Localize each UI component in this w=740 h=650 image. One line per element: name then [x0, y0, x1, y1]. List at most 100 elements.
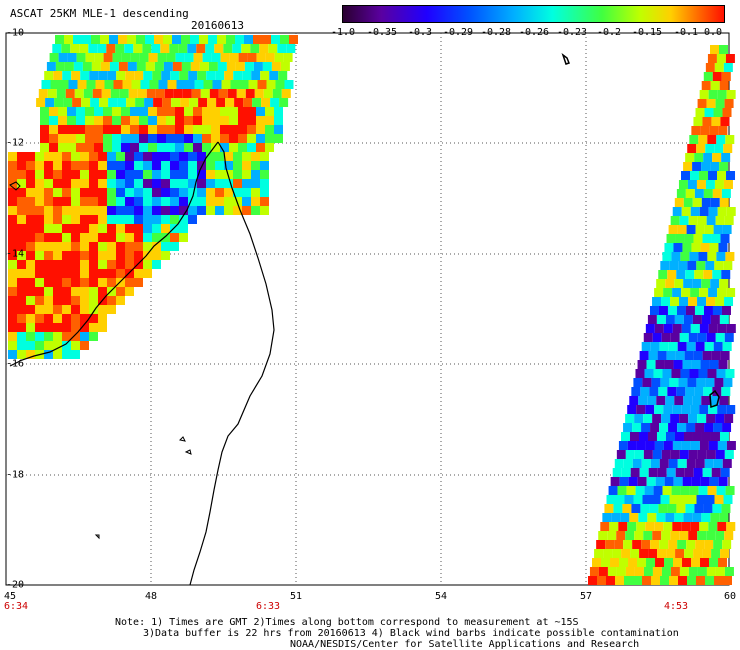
wind-cell	[598, 567, 608, 576]
wind-cell	[89, 260, 98, 269]
wind-cell	[206, 71, 216, 80]
wind-cell	[109, 62, 119, 71]
wind-cell	[161, 251, 170, 260]
wind-cell	[238, 134, 247, 143]
wind-cell	[121, 53, 131, 62]
wind-cell	[674, 279, 684, 288]
wind-cell	[596, 540, 606, 549]
wind-cell	[40, 143, 49, 152]
wind-cell	[62, 242, 71, 251]
wind-cell	[67, 134, 76, 143]
wind-cell	[642, 378, 652, 387]
wind-cell	[232, 44, 242, 53]
wind-cell	[211, 125, 220, 134]
wind-cell	[717, 324, 727, 333]
wind-cell	[193, 143, 202, 152]
wind-cell	[161, 233, 170, 242]
wind-cell	[614, 540, 624, 549]
wind-cell	[643, 450, 653, 459]
wind-cell	[649, 306, 659, 315]
wind-cell	[8, 233, 17, 242]
wind-cell	[600, 522, 610, 531]
wind-cell	[645, 522, 655, 531]
wind-cell	[98, 287, 107, 296]
wind-cell	[681, 207, 691, 216]
wind-cell	[702, 351, 712, 360]
wind-cell	[202, 125, 211, 134]
wind-cell	[708, 324, 718, 333]
wind-cell	[229, 143, 238, 152]
wind-cell	[188, 170, 197, 179]
wind-cell	[134, 152, 143, 161]
wind-cell	[710, 162, 720, 171]
wind-cell	[280, 62, 290, 71]
wind-cell	[688, 414, 698, 423]
wind-cell	[71, 278, 80, 287]
wind-cell	[220, 125, 229, 134]
wind-cell	[161, 188, 170, 197]
wind-cell	[116, 224, 125, 233]
wind-cell	[8, 197, 17, 206]
wind-cell	[47, 89, 57, 98]
wind-cell	[179, 179, 188, 188]
wind-cell	[53, 242, 62, 251]
wind-cell	[621, 468, 631, 477]
wind-cell	[270, 98, 280, 107]
wind-cell	[704, 423, 714, 432]
wind-cell	[725, 369, 735, 378]
wind-cell	[716, 135, 726, 144]
wind-cell	[704, 342, 714, 351]
wind-cell	[713, 342, 723, 351]
wind-cell	[97, 44, 107, 53]
wind-cell	[649, 387, 659, 396]
wind-cell	[697, 531, 707, 540]
wind-cell	[86, 80, 96, 89]
wind-cell	[17, 206, 26, 215]
wind-cell	[667, 270, 677, 279]
wind-cell	[193, 107, 202, 116]
wind-cell	[700, 243, 710, 252]
wind-cell	[35, 332, 44, 341]
lon-label: 57	[579, 591, 593, 602]
wind-cell	[687, 144, 697, 153]
wind-cell	[53, 332, 62, 341]
wind-cell	[649, 504, 659, 513]
wind-cell	[62, 179, 71, 188]
wind-cell	[71, 188, 80, 197]
wind-cell	[188, 188, 197, 197]
wind-cell	[685, 270, 695, 279]
wind-cell	[693, 351, 703, 360]
wind-cell	[98, 323, 107, 332]
wind-cell	[98, 233, 107, 242]
wind-cell	[707, 252, 717, 261]
wind-cell	[58, 143, 67, 152]
wind-cell	[254, 89, 264, 98]
wind-cell	[143, 206, 152, 215]
wind-cell	[148, 107, 157, 116]
wind-cell	[665, 432, 675, 441]
wind-cell	[616, 531, 626, 540]
wind-cell	[589, 567, 599, 576]
wind-cell	[706, 297, 716, 306]
pass-time: 4:53	[663, 601, 689, 612]
wind-cell	[170, 188, 179, 197]
wind-cell	[672, 288, 682, 297]
wind-cell	[260, 206, 269, 215]
wind-cell	[71, 350, 80, 359]
wind-cell	[71, 215, 80, 224]
wind-cell	[35, 170, 44, 179]
wind-cell	[107, 296, 116, 305]
wind-cell	[712, 72, 722, 81]
wind-cell	[164, 89, 174, 98]
wind-cell	[701, 432, 711, 441]
wind-cell	[62, 296, 71, 305]
wind-cell	[116, 269, 125, 278]
wind-cell	[50, 80, 60, 89]
wind-cell	[107, 71, 117, 80]
wind-cell	[682, 558, 692, 567]
wind-cell	[697, 414, 707, 423]
wind-cell	[705, 495, 715, 504]
wind-cell	[672, 441, 682, 450]
wind-cell	[671, 252, 681, 261]
wind-cell	[107, 170, 116, 179]
